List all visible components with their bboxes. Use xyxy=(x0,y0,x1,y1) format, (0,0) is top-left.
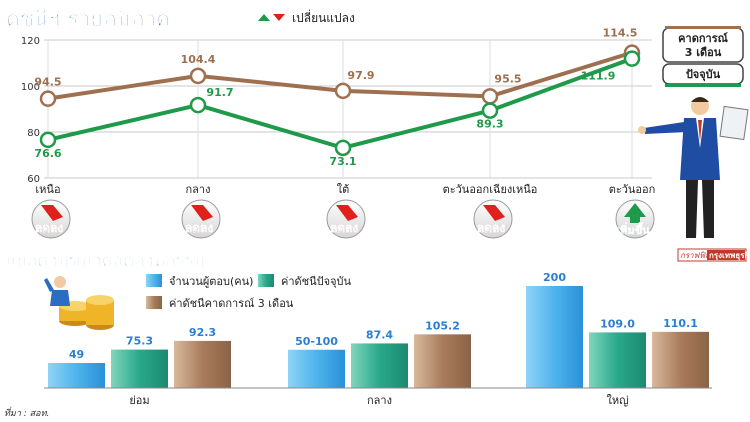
bar-category-label: ย่อม xyxy=(129,394,149,407)
x-category-label: ตะวันออกเฉียงเหนือ xyxy=(443,183,538,196)
change-label: ลดลง xyxy=(35,221,64,235)
legend-label: ค่าดัชนีปัจจุบัน xyxy=(281,275,352,288)
bar-value-label: 87.4 xyxy=(366,328,393,341)
credit-left: กราฟฟิก xyxy=(680,251,711,260)
bar xyxy=(111,349,168,388)
change-legend: เปลี่ยนแปลง xyxy=(258,9,355,25)
change-badges: ลดลง ลดลง ลดลง ลดลง เพิ่มขึ้น xyxy=(31,199,655,239)
data-point xyxy=(39,131,57,149)
bar xyxy=(288,349,345,388)
data-label: 97.9 xyxy=(347,69,374,82)
data-point xyxy=(334,139,352,157)
y-tick-label: 100 xyxy=(21,82,40,93)
legend-forecast-label-line2: 3 เดือน xyxy=(685,46,722,59)
up-arrow-icon xyxy=(258,14,270,21)
bar-value-label: 92.3 xyxy=(189,326,216,339)
data-label: 89.3 xyxy=(476,118,503,131)
badge-circle xyxy=(473,199,513,239)
bar-value-label: 200 xyxy=(543,271,566,284)
y-tick-label: 120 xyxy=(21,36,40,47)
legend-current-swatch xyxy=(665,84,741,87)
legend-forecast-swatch xyxy=(665,26,741,29)
x-category-label: กลาง xyxy=(186,183,211,196)
badge-circle xyxy=(31,199,71,239)
legend-label: จำนวนผู้ตอบ(คน) xyxy=(169,275,253,288)
legend-label: ค่าดัชนีคาดการณ์ 3 เดือน xyxy=(169,297,294,310)
bar-chart: 49 50-100 200 75.3 87.4 109.0 92.3 105.2 110.1 ย่… xyxy=(44,271,712,407)
x-category-label: เหนือ xyxy=(35,183,60,196)
data-point xyxy=(481,102,499,119)
change-badge: ลดลง xyxy=(326,199,366,239)
data-label: 95.5 xyxy=(494,72,521,85)
y-tick-label: 60 xyxy=(27,174,40,185)
data-point xyxy=(189,96,207,114)
coins-illustration xyxy=(44,276,114,330)
data-label: 91.7 xyxy=(206,86,233,99)
legend-swatch xyxy=(258,274,274,287)
bar-value-label: 105.2 xyxy=(425,319,460,332)
bar xyxy=(174,340,231,388)
change-badge: เพิ่มขึ้น xyxy=(615,199,655,239)
source-note: ที่มา : สอท. xyxy=(4,406,49,419)
businessman-illustration xyxy=(638,97,749,238)
bar-value-label: 109.0 xyxy=(600,317,635,330)
line-categories: เหนือ กลาง ใต้ ตะวันออกเฉียงเหนือ ตะวันออก xyxy=(35,183,655,196)
change-badge: ลดลง xyxy=(31,199,71,239)
data-point xyxy=(334,82,352,100)
data-label: 114.5 xyxy=(603,27,638,40)
bar-legend: จำนวนผู้ตอบ(คน) ค่าดัชนีปัจจุบันค่าดัชนีค… xyxy=(146,274,352,310)
down-arrow-icon xyxy=(483,205,505,221)
bar xyxy=(589,332,646,388)
credit-box: กราฟฟิก กรุงเทพธุรกิจ xyxy=(677,248,750,262)
data-label: 94.5 xyxy=(34,76,61,89)
data-label: 111.9 xyxy=(581,70,616,83)
data-point xyxy=(39,90,57,107)
data-label: 73.1 xyxy=(329,155,356,168)
bar-value-label: 50-100 xyxy=(295,335,338,348)
series-legend: คาดการณ์ 3 เดือน ปัจจุบัน xyxy=(662,26,744,87)
change-legend-label: เปลี่ยนแปลง xyxy=(292,9,355,25)
down-arrow-icon xyxy=(41,205,63,221)
bar xyxy=(652,331,709,388)
data-point xyxy=(481,88,499,105)
change-badge: ลดลง xyxy=(473,199,513,239)
bar xyxy=(48,363,105,388)
data-point xyxy=(623,50,641,67)
y-tick-label: 80 xyxy=(27,128,40,139)
x-category-label: ใต้ xyxy=(337,183,350,196)
bar-value-label: 49 xyxy=(69,348,84,361)
change-label: ลดลง xyxy=(477,221,506,235)
line-series: 94.5 104.4 97.9 95.5 114.5 76.6 91.7 73.1 89.3 11… xyxy=(34,27,641,168)
bar-value-label: 75.3 xyxy=(126,335,153,348)
down-arrow-icon xyxy=(273,14,285,21)
legend-current-label: ปัจจุบัน xyxy=(686,68,721,82)
bar xyxy=(351,343,408,388)
change-label: เพิ่มขึ้น xyxy=(616,222,650,237)
credit-right: กรุงเทพธุรกิจ xyxy=(709,251,750,261)
badge-circle xyxy=(326,199,366,239)
x-category-label: ตะวันออก xyxy=(609,183,656,196)
series-line-current xyxy=(47,56,633,150)
legend-swatch xyxy=(146,296,162,309)
chart-title: ดัชนีฯ รายภูมิภาค xyxy=(6,7,170,33)
change-badge: ลดลง xyxy=(181,199,221,239)
change-label: ลดลง xyxy=(330,221,359,235)
bar-category-label: กลาง xyxy=(367,394,392,407)
data-point xyxy=(189,67,207,85)
down-arrow-icon xyxy=(191,205,213,221)
down-arrow-icon xyxy=(336,205,358,221)
bar-category-label: ใหญ่ xyxy=(607,394,629,407)
bar-chart-title: แยกตามขนาดอุตสาหกรรม xyxy=(6,251,205,271)
data-label: 76.6 xyxy=(34,147,61,160)
legend-forecast-label: คาดการณ์ xyxy=(678,32,728,45)
up-arrow-icon xyxy=(624,203,646,223)
badge-circle xyxy=(181,199,221,239)
bar-value-label: 110.1 xyxy=(663,317,698,330)
bar xyxy=(526,286,583,388)
legend-swatch xyxy=(146,274,162,287)
data-label: 104.4 xyxy=(181,53,216,66)
change-label: ลดลง xyxy=(185,221,214,235)
bar xyxy=(414,334,471,388)
